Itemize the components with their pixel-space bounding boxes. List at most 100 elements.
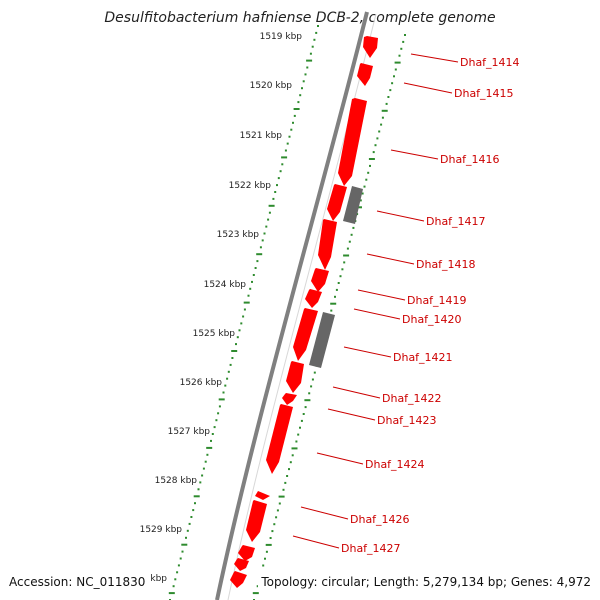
ruler-dot [274,191,277,193]
gene-arrow[interactable] [286,361,304,393]
gene-arrow[interactable] [305,289,322,308]
ruler-dot [179,557,182,560]
kbp-label: 1527 kbp [168,427,211,437]
ruler-dot [380,123,383,126]
gene-label[interactable]: Dhaf_1421 [393,351,453,364]
ruler-dot [291,454,294,457]
ruler-dot [172,585,175,588]
kbp-label: 1526 kbp [180,378,223,388]
ruler-dot [387,96,390,98]
ruler-dot [276,184,278,187]
kbp-label: 1519 kbp [260,32,303,42]
leader-line [403,82,453,94]
ruler-dot [249,287,252,290]
ruler-dot [284,149,287,152]
ruler-tick [291,447,298,450]
ruler-dot [308,392,311,395]
ruler-dot [310,385,313,388]
gene-arrow[interactable] [238,545,255,561]
gene-arrow[interactable] [246,500,267,542]
ruler-dot [278,502,281,505]
ruler-dot [293,114,296,117]
gene-label[interactable]: Dhaf_1420 [402,313,462,326]
leader-line [390,149,439,160]
gene-label[interactable]: Dhaf_1415 [454,87,514,100]
ruler-tick [231,350,238,352]
gene-label[interactable]: Dhaf_1417 [426,215,486,228]
gene-arrow[interactable] [293,308,318,361]
ruler-dot [199,481,202,484]
footer-left-bg [0,570,148,592]
genome-backbone-inner [227,13,377,600]
gene-features [230,36,378,588]
gene-arrow[interactable] [363,36,378,58]
ruler-tick [243,301,250,304]
gene-arrow[interactable] [357,63,373,86]
ruler-dot [256,585,259,588]
gene-label[interactable]: Dhaf_1418 [416,258,476,271]
gene-arrow[interactable] [282,393,297,405]
ruler-dot [186,529,189,532]
gene-arrow[interactable] [311,268,329,292]
ruler-dot [289,461,292,464]
gene-label[interactable]: Dhaf_1426 [350,513,410,526]
ruler-dot [263,232,266,235]
ruler-dot [334,295,336,298]
ruler-dot [282,488,285,491]
gene-label[interactable]: Dhaf_1423 [377,414,437,427]
gene-label[interactable]: Dhaf_1427 [341,542,401,555]
ruler-dot [272,197,275,200]
pseudo-gene[interactable] [343,186,363,224]
ruler-dot [292,121,294,124]
ruler-dot [192,509,195,512]
ruler-tick [268,204,275,207]
ruler-dot [202,467,205,470]
ruler-dot [235,343,237,346]
ruler-dot [313,38,316,41]
ruler-dot [299,94,302,97]
ruler-dot [279,170,282,173]
ruler-dot [251,280,253,283]
accession-text: Accession: NC_011830 [9,575,145,589]
gene-arrow[interactable] [234,558,249,571]
ruler-dot [337,282,340,284]
ruler-dot [343,261,346,264]
ruler-dot [185,536,187,539]
ruler-dot [348,240,351,243]
gene-label[interactable]: Dhaf_1416 [440,153,500,166]
gene-label[interactable]: Dhaf_1422 [382,392,442,405]
ruler-dot [222,391,225,394]
ruler-dot [330,309,333,312]
gene-arrow[interactable] [255,491,270,500]
ruler-dot [256,260,259,263]
footer-right-bg [258,570,600,592]
gene-label[interactable]: Dhaf_1414 [460,56,520,69]
ruler-dot [301,87,303,90]
ruler-tick [293,108,300,110]
gene-label[interactable]: Dhaf_1424 [365,458,425,471]
pseudo-gene[interactable] [309,312,335,368]
gene-arrow[interactable] [266,404,293,474]
ruler-dot [317,25,319,27]
ruler-dot [311,45,314,48]
ruler-dot [242,315,245,318]
ruler-dot [281,163,284,166]
ruler-dot [313,371,316,374]
kbp-label: 1528 kbp [155,476,198,486]
ruler-dot [267,218,270,221]
ruler-tick [394,61,401,64]
ruler-dot [374,144,377,147]
ruler-dot [252,274,255,276]
ruler-dot [378,130,381,133]
gene-arrow[interactable] [318,219,337,270]
ruler-dot [236,336,239,339]
gene-labels: Dhaf_1414 Dhaf_1415 Dhaf_1416 Dhaf_1417 … [341,56,520,555]
gene-arrow[interactable] [338,98,367,186]
kbp-label: 1525 kbp [193,329,236,339]
kbp-ruler [168,25,319,600]
leader-line [343,346,392,358]
gene-arrow[interactable] [327,184,347,221]
ruler-tick [306,59,313,62]
gene-arrow[interactable] [230,571,247,588]
gene-label[interactable]: Dhaf_1419 [407,294,467,307]
